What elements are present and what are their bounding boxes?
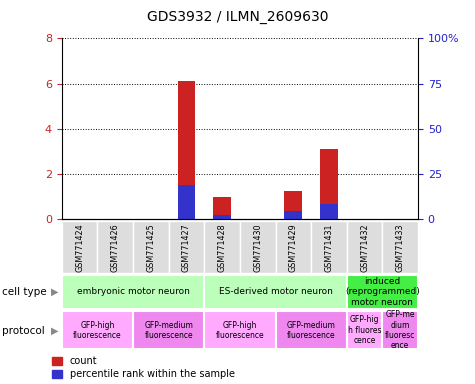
FancyBboxPatch shape xyxy=(276,221,311,273)
FancyBboxPatch shape xyxy=(97,221,133,273)
Text: GSM771429: GSM771429 xyxy=(289,223,298,272)
Text: GFP-medium
fluorescence: GFP-medium fluorescence xyxy=(144,321,193,340)
Text: GFP-high
fluorescence: GFP-high fluorescence xyxy=(216,321,264,340)
Legend: count, percentile rank within the sample: count, percentile rank within the sample xyxy=(52,356,235,379)
FancyBboxPatch shape xyxy=(382,221,418,273)
Text: ES-derived motor neuron: ES-derived motor neuron xyxy=(218,287,332,296)
FancyBboxPatch shape xyxy=(204,275,347,309)
FancyBboxPatch shape xyxy=(347,275,418,309)
Text: GSM771428: GSM771428 xyxy=(218,223,227,272)
FancyBboxPatch shape xyxy=(276,311,347,349)
FancyBboxPatch shape xyxy=(311,221,347,273)
FancyBboxPatch shape xyxy=(62,275,204,309)
FancyBboxPatch shape xyxy=(62,311,133,349)
Text: GFP-medium
fluorescence: GFP-medium fluorescence xyxy=(287,321,335,340)
Text: cell type: cell type xyxy=(2,287,47,297)
Bar xyxy=(320,149,338,219)
Bar xyxy=(285,211,302,219)
FancyBboxPatch shape xyxy=(204,311,276,349)
Text: GFP-high
fluorescence: GFP-high fluorescence xyxy=(73,321,122,340)
Text: GSM771433: GSM771433 xyxy=(396,223,405,272)
Text: GSM771431: GSM771431 xyxy=(324,223,333,272)
FancyBboxPatch shape xyxy=(382,311,418,349)
FancyBboxPatch shape xyxy=(204,221,240,273)
FancyBboxPatch shape xyxy=(347,311,382,349)
Bar xyxy=(285,191,302,219)
FancyBboxPatch shape xyxy=(62,221,97,273)
Text: GSM771430: GSM771430 xyxy=(253,223,262,272)
Text: GFP-hig
h fluores
cence: GFP-hig h fluores cence xyxy=(348,315,381,345)
Bar xyxy=(178,81,195,219)
Text: GSM771426: GSM771426 xyxy=(111,223,120,272)
Text: GSM771424: GSM771424 xyxy=(75,223,84,272)
FancyBboxPatch shape xyxy=(347,221,382,273)
Text: protocol: protocol xyxy=(2,326,45,336)
Text: ▶: ▶ xyxy=(51,287,58,297)
Bar xyxy=(213,215,231,219)
Bar xyxy=(320,204,338,219)
Text: embryonic motor neuron: embryonic motor neuron xyxy=(76,287,190,296)
Text: GSM771427: GSM771427 xyxy=(182,223,191,272)
Text: induced
(reprogrammed)
motor neuron: induced (reprogrammed) motor neuron xyxy=(345,277,420,307)
FancyBboxPatch shape xyxy=(240,221,276,273)
Bar xyxy=(178,185,195,219)
Text: GSM771425: GSM771425 xyxy=(146,223,155,272)
Bar xyxy=(213,197,231,219)
Text: ▶: ▶ xyxy=(51,326,58,336)
FancyBboxPatch shape xyxy=(133,311,204,349)
FancyBboxPatch shape xyxy=(169,221,204,273)
Text: GSM771432: GSM771432 xyxy=(360,223,369,272)
Text: GDS3932 / ILMN_2609630: GDS3932 / ILMN_2609630 xyxy=(147,10,328,23)
Text: GFP-me
dium
fluoresc
ence: GFP-me dium fluoresc ence xyxy=(385,310,415,350)
FancyBboxPatch shape xyxy=(133,221,169,273)
